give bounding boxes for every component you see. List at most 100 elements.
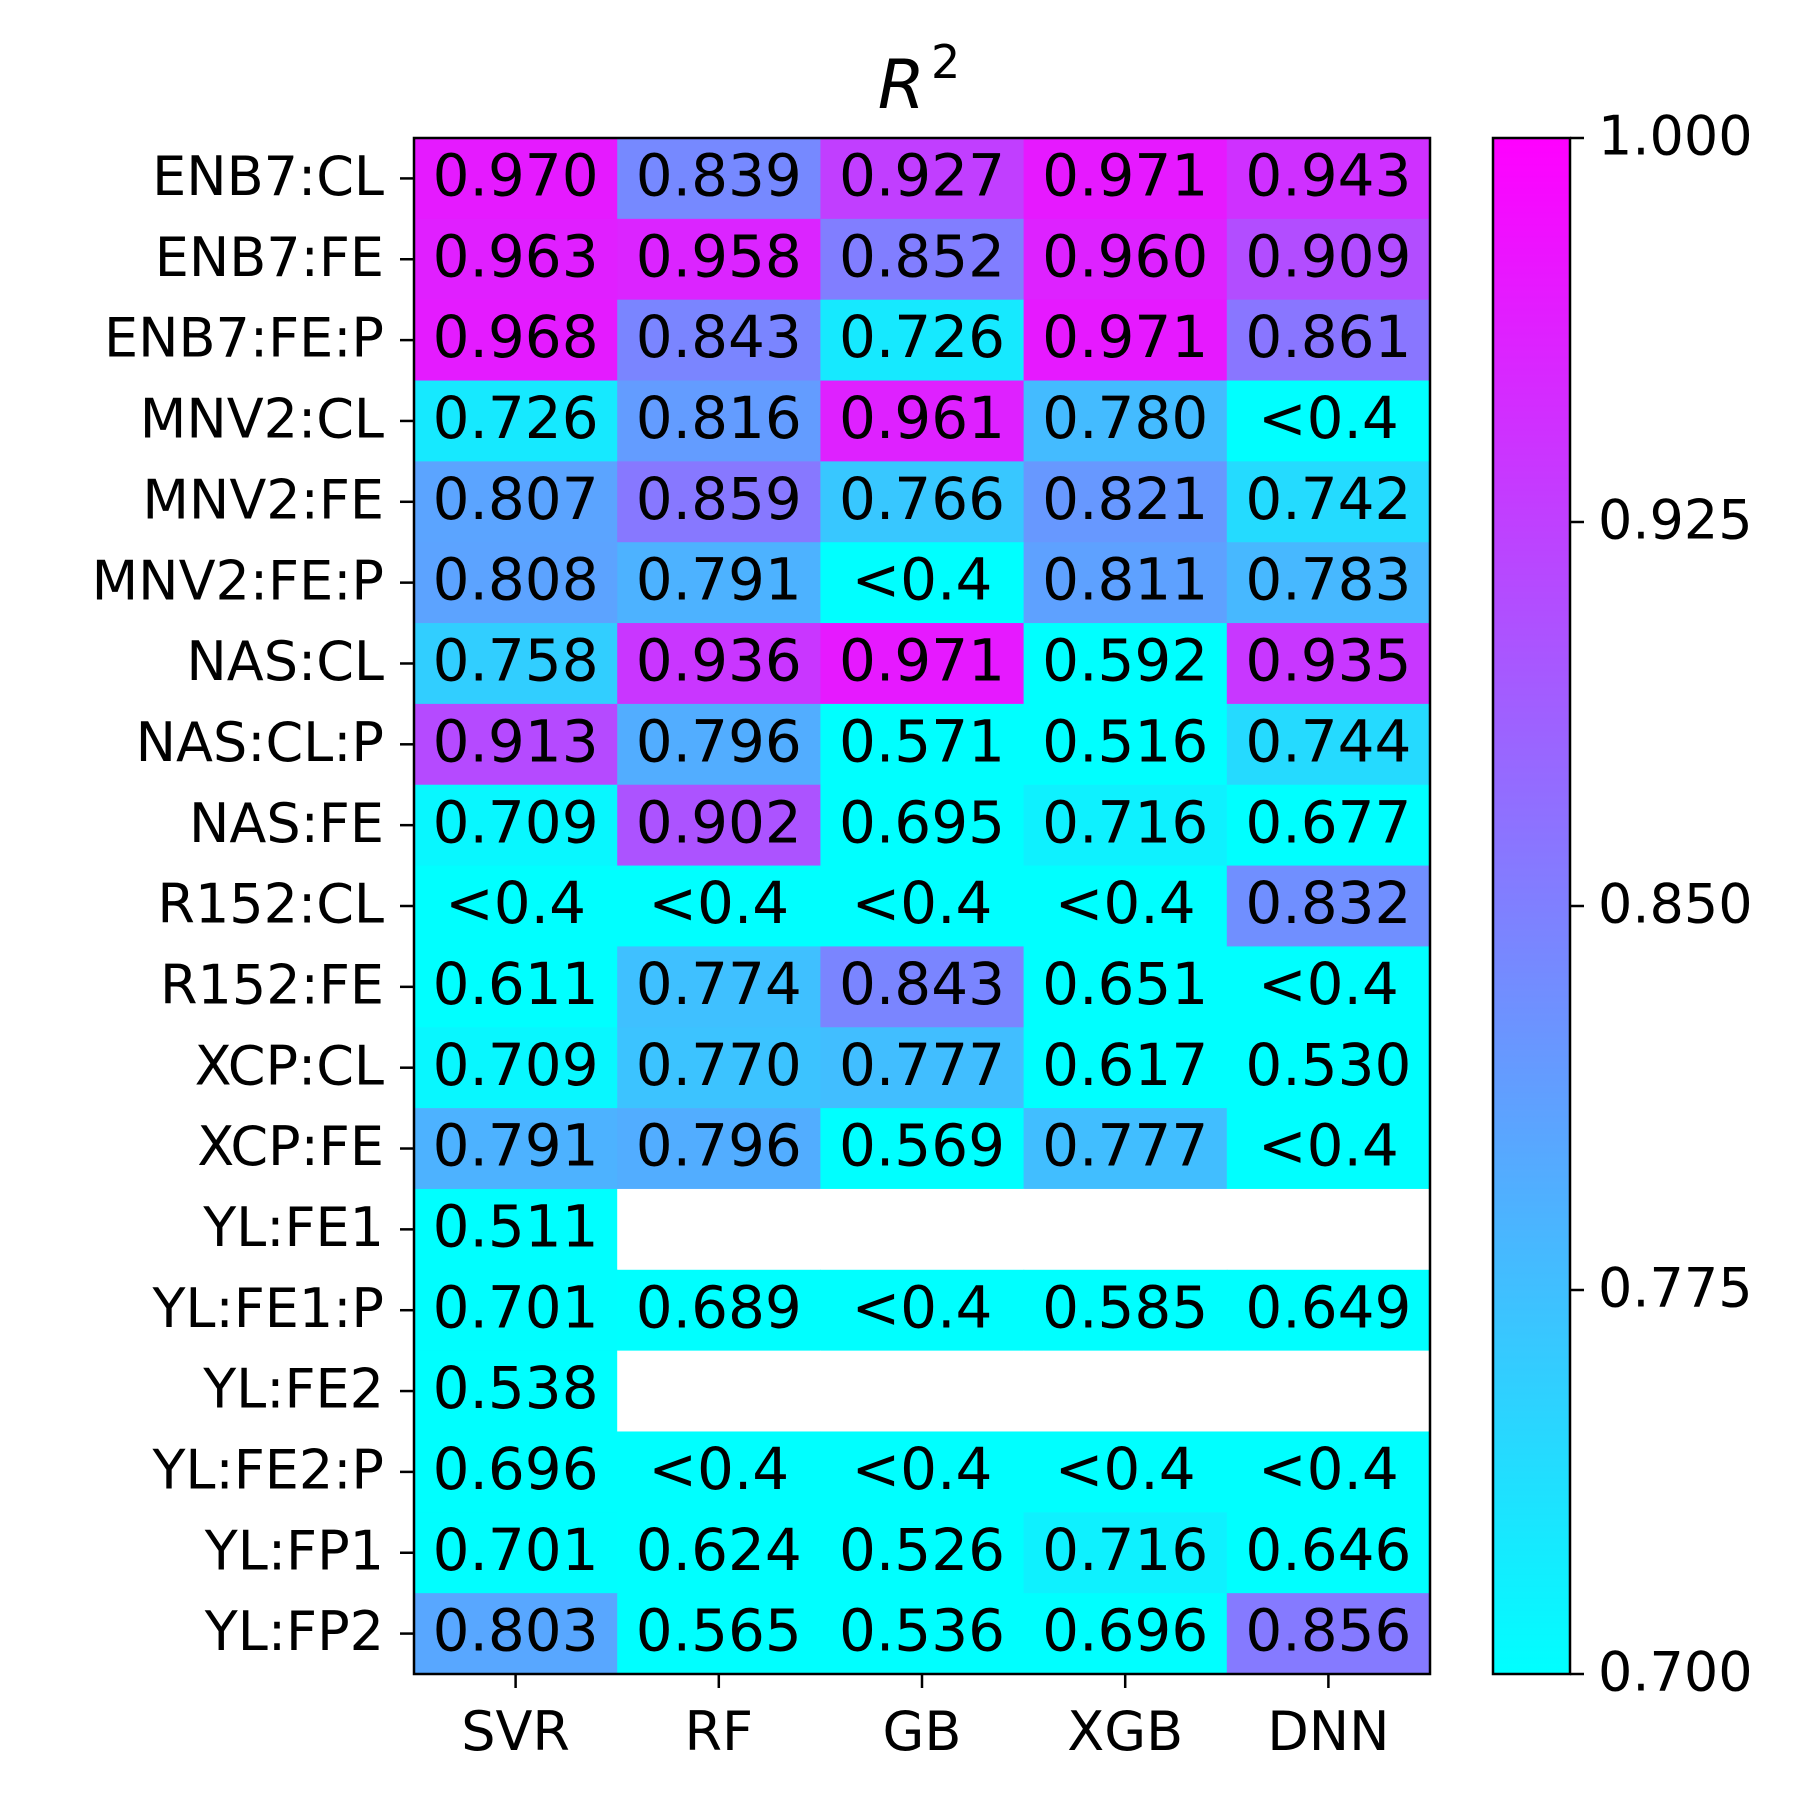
heatmap-cell: [1023, 138, 1228, 220]
cell-value: 0.536: [839, 1597, 1005, 1665]
heatmap-cell: [1023, 1188, 1228, 1271]
cell-value: 0.770: [636, 1031, 802, 1099]
cell-value: 0.742: [1245, 465, 1411, 533]
cell-value: 0.624: [636, 1516, 802, 1584]
cell-value: 0.852: [839, 222, 1005, 290]
cell-value: 0.701: [433, 1273, 599, 1341]
chart-title-superscript: 2: [931, 35, 960, 89]
heatmap-cell: [820, 218, 1025, 301]
cell-value: 0.971: [1042, 303, 1208, 371]
heatmap-cell: [617, 299, 821, 382]
column-label: XGB: [1067, 1700, 1183, 1763]
heatmap-cell: [617, 1593, 821, 1675]
cell-value: 0.816: [636, 384, 802, 452]
heatmap-cell: [820, 1108, 1025, 1190]
row-label: YL:FP1: [204, 1519, 384, 1582]
heatmap-cell: [820, 703, 1025, 786]
cell-value: 0.961: [839, 384, 1005, 452]
heatmap-cell: [414, 1593, 618, 1675]
heatmap-cell: [1023, 784, 1228, 867]
cell-value: 0.646: [1245, 1516, 1411, 1584]
heatmap-cell: [1226, 946, 1431, 1028]
heatmap-cell: [617, 784, 821, 867]
cell-value: 0.935: [1245, 627, 1411, 695]
cell-value: 0.861: [1245, 303, 1411, 371]
cell-value: 0.526: [839, 1516, 1005, 1584]
column-label: DNN: [1267, 1700, 1389, 1763]
heatmap-cell: [1226, 1350, 1431, 1433]
cell-value: 0.808: [433, 546, 599, 614]
cell-value: 0.716: [1042, 1516, 1208, 1584]
heatmap-cell: [414, 1269, 618, 1352]
chart-title-base: R: [878, 46, 925, 125]
cell-value: 0.611: [433, 950, 599, 1018]
heatmap-cell: [1023, 623, 1228, 705]
heatmap-cell: [820, 946, 1025, 1028]
cell-value: 0.811: [1042, 546, 1208, 614]
heatmap-cell: [414, 218, 618, 301]
heatmap-cell: [414, 299, 618, 382]
heatmap-cell: [414, 623, 618, 705]
cell-value: 0.909: [1245, 222, 1411, 290]
cell-value: 0.913: [433, 707, 599, 775]
heatmap-cell: [1226, 865, 1431, 948]
cell-value: 0.726: [839, 303, 1005, 371]
cell-value: 0.780: [1042, 384, 1208, 452]
cell-value: 0.716: [1042, 788, 1208, 856]
cell-value: 0.807: [433, 465, 599, 533]
cell-value: 0.569: [839, 1112, 1005, 1180]
heatmap-cell: [1226, 1269, 1431, 1352]
cell-value: 0.696: [433, 1435, 599, 1503]
colorbar-tick-label: 0.850: [1598, 873, 1753, 936]
heatmap-cell: [1023, 865, 1228, 948]
cell-value: <0.4: [1258, 384, 1399, 452]
heatmap-cell: [820, 1269, 1025, 1352]
cell-value: 0.777: [1042, 1112, 1208, 1180]
column-label: GB: [883, 1700, 962, 1763]
heatmap-cell: [617, 1108, 821, 1190]
cell-value: 0.971: [1042, 142, 1208, 210]
cell-value: 0.843: [636, 303, 802, 371]
row-label: YL:FE2: [202, 1358, 384, 1421]
cell-value: 0.766: [839, 465, 1005, 533]
cell-value: 0.777: [839, 1031, 1005, 1099]
heatmap-cell: [414, 703, 618, 786]
heatmap-cell: [617, 623, 821, 705]
heatmap-cell: [617, 946, 821, 1028]
heatmap-cell: [1226, 1108, 1431, 1190]
heatmap-cell: [820, 461, 1025, 543]
heatmap-cell: [820, 623, 1025, 705]
cell-value: 0.936: [636, 627, 802, 695]
cell-value: 0.689: [636, 1273, 802, 1341]
heatmap-cell: [1023, 218, 1228, 301]
row-label: ENB7:FE: [155, 226, 384, 289]
heatmap-cell: [1023, 1350, 1228, 1433]
cell-value: 0.927: [839, 142, 1005, 210]
heatmap-cell: [414, 461, 618, 543]
row-label: YL:FE1: [202, 1196, 384, 1259]
column-label: SVR: [461, 1700, 570, 1763]
heatmap-cell: [1023, 542, 1228, 624]
cell-value: 0.709: [433, 1031, 599, 1099]
cell-value: <0.4: [852, 1435, 993, 1503]
row-label: YL:FE1:P: [151, 1277, 384, 1340]
row-label: MNV2:CL: [140, 388, 384, 451]
cell-value: <0.4: [1258, 1112, 1399, 1180]
cell-value: 0.701: [433, 1516, 599, 1584]
cell-value: 0.791: [433, 1112, 599, 1180]
heatmap-cell: [1226, 623, 1431, 705]
heatmap-cell: [820, 1027, 1025, 1109]
heatmap-cell: [1023, 1108, 1228, 1190]
cell-value: 0.649: [1245, 1273, 1411, 1341]
cell-value: <0.4: [852, 869, 993, 937]
cell-value: <0.4: [445, 869, 586, 937]
heatmap-cell: [1023, 1431, 1228, 1513]
cell-value: 0.796: [636, 707, 802, 775]
heatmap-cell: [820, 1512, 1025, 1594]
cell-value: 0.571: [839, 707, 1005, 775]
row-label: MNV2:FE:P: [92, 549, 384, 612]
row-label: R152:FE: [160, 953, 384, 1016]
cell-value: <0.4: [648, 1435, 789, 1503]
